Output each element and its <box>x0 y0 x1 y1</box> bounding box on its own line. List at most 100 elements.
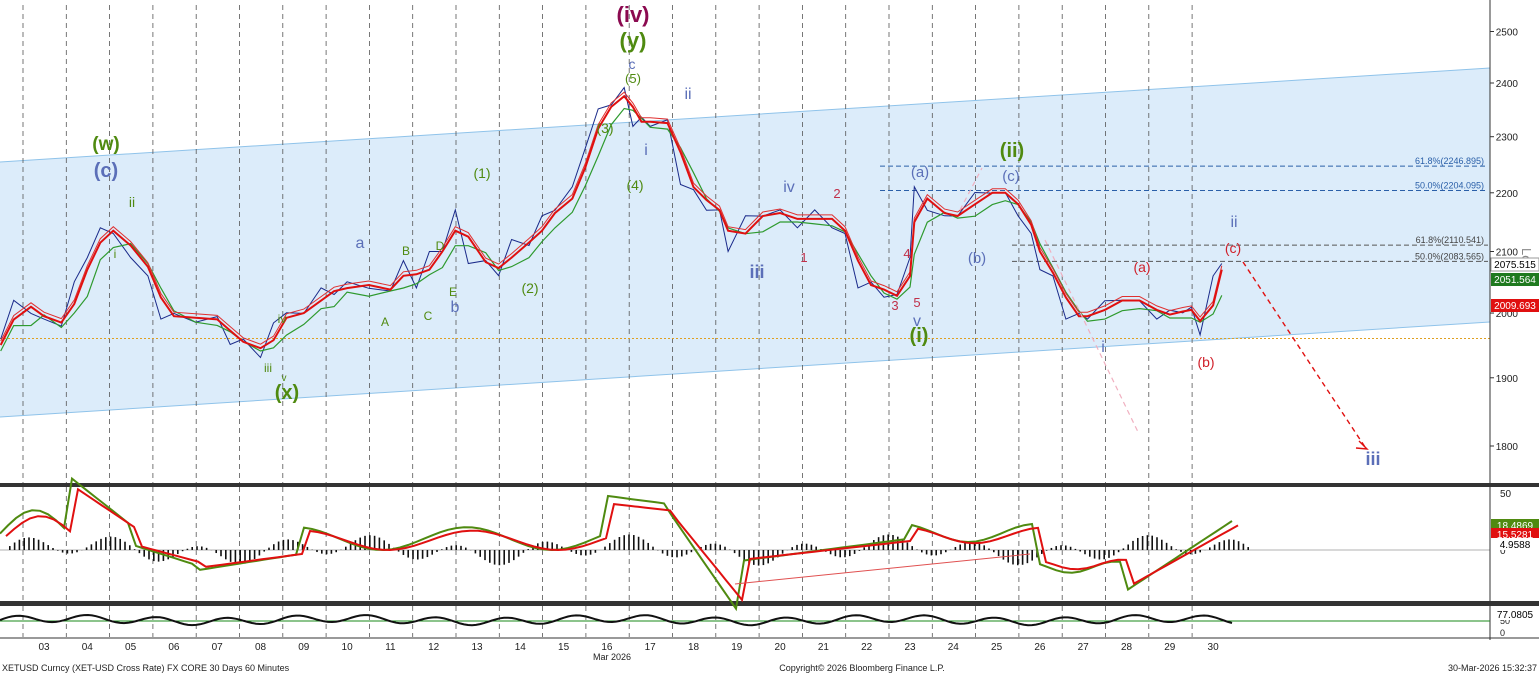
wave-label: (w) <box>92 134 119 155</box>
x-tick-label: 13 <box>471 642 483 653</box>
oscillator-tick: 50 <box>1500 489 1512 500</box>
trend-channel <box>0 68 1490 417</box>
wave-label: B <box>402 244 410 258</box>
wave-label: c <box>629 56 636 72</box>
value-tag-text: 4.9588 <box>1500 540 1531 551</box>
wave-label: i <box>114 247 117 261</box>
y-tick-label: 2200 <box>1496 189 1519 200</box>
x-tick-label: 22 <box>861 642 873 653</box>
wave-label: iii <box>1365 449 1380 469</box>
wave-label: (iv) <box>617 2 650 27</box>
wave-label: iv <box>783 179 795 196</box>
wave-label: 5 <box>913 295 920 310</box>
wave-label: (4) <box>626 177 643 193</box>
rsi-tick: 0 <box>1500 628 1505 638</box>
wave-label: (a) <box>911 164 929 181</box>
x-tick-label: 15 <box>558 642 570 653</box>
wave-label: ii <box>129 194 135 210</box>
fib-level-label: 50.0%(2204.095) <box>1415 180 1484 190</box>
wave-label: v <box>282 373 287 384</box>
wave-label: (ii) <box>1000 140 1024 162</box>
value-tag <box>1491 273 1539 286</box>
y-tick-label: 2300 <box>1496 133 1519 144</box>
channel-upper-line <box>0 67 1491 163</box>
x-tick-label: 12 <box>428 642 440 653</box>
x-tick-label: 03 <box>38 642 50 653</box>
y-tick-label: 1800 <box>1496 442 1519 453</box>
wave-label: 4 <box>903 246 910 261</box>
wave-label: D <box>436 239 445 253</box>
x-tick-label: 19 <box>731 642 743 653</box>
value-tag-text: 2051.564 <box>1494 275 1536 286</box>
panel-separator <box>0 483 1539 487</box>
divergence-line <box>734 553 1031 585</box>
oscillator-green-line <box>0 476 1233 612</box>
wave-label: C <box>424 309 433 323</box>
x-tick-label: 18 <box>688 642 700 653</box>
wave-label: (b) <box>1197 354 1214 370</box>
wave-label: iv <box>278 312 287 326</box>
x-tick-label: 16 <box>601 642 613 653</box>
y-tick-label: 2000 <box>1496 309 1519 320</box>
x-tick-label: 08 <box>255 642 267 653</box>
x-tick-label: 09 <box>298 642 310 653</box>
rsi-line <box>0 613 1233 627</box>
x-tick-label: 11 <box>385 642 396 653</box>
wave-label: (y) <box>620 28 647 53</box>
x-tick-label: 30 <box>1208 642 1220 653</box>
x-tick-label: 07 <box>212 642 224 653</box>
wave-label: E <box>449 285 457 299</box>
wave-label: ii <box>684 86 691 103</box>
x-tick-label: 25 <box>991 642 1003 653</box>
instrument-title: XETUSD Curncy (XET-USD Cross Rate) FX CO… <box>2 663 290 673</box>
wave-label: (2) <box>521 280 538 296</box>
wave-label: a <box>356 235 365 252</box>
value-tag-text: 18.4869 <box>1497 521 1534 532</box>
x-tick-label: 17 <box>645 642 657 653</box>
oscillator-red-line <box>5 487 1239 603</box>
x-tick-label: 21 <box>818 642 830 653</box>
timestamp: 30-Mar-2026 15:32:37 <box>1448 663 1537 673</box>
moving-average-red <box>0 94 1223 350</box>
x-tick-label: 05 <box>125 642 137 653</box>
wave-label: (x) <box>275 382 299 404</box>
wave-label: (c) <box>1002 168 1020 185</box>
x-tick-label: 14 <box>515 642 527 653</box>
wave-label: (3) <box>596 120 613 136</box>
wave-label: b <box>451 299 460 316</box>
wave-label: (i) <box>910 325 929 347</box>
wave-label: i <box>644 142 648 159</box>
wave-label: (c) <box>94 160 118 182</box>
x-tick-label: 10 <box>342 642 354 653</box>
panel-separator <box>0 601 1539 606</box>
y-tick-label: 2100 <box>1496 247 1519 258</box>
x-tick-label: 24 <box>948 642 960 653</box>
wave-label: A <box>381 315 389 329</box>
wave-label: i <box>1101 339 1105 356</box>
wave-label: 2 <box>833 186 840 201</box>
wave-label: (1) <box>473 165 490 181</box>
price-bars <box>0 86 1223 359</box>
copyright: Copyright© 2026 Bloomberg Finance L.P. <box>779 663 945 673</box>
wave-label: (5) <box>625 71 641 86</box>
wave-label: iii <box>264 361 272 375</box>
value-tag-text: 77.0805 <box>1497 610 1534 621</box>
x-tick-label: 28 <box>1121 642 1133 653</box>
wave-label: (a) <box>1133 259 1150 275</box>
channel-lower-line <box>0 321 1491 418</box>
value-tag <box>1491 609 1539 620</box>
rsi-tick: 50 <box>1500 616 1510 626</box>
value-tag <box>1491 528 1539 540</box>
x-tick-label: 29 <box>1164 642 1176 653</box>
y-tick-label: 2500 <box>1496 27 1519 38</box>
x-tick-label: 23 <box>904 642 916 653</box>
wave-label: iii <box>749 262 764 282</box>
fib-level-label: 61.8%(2110.541) <box>1416 235 1484 245</box>
value-tag <box>1490 257 1539 272</box>
fib-level-label: 61.8%(2246.895) <box>1415 156 1484 166</box>
moving-average-thin-red <box>0 91 1223 345</box>
arrow-head <box>1355 440 1369 450</box>
wave-label: 3 <box>891 298 898 313</box>
